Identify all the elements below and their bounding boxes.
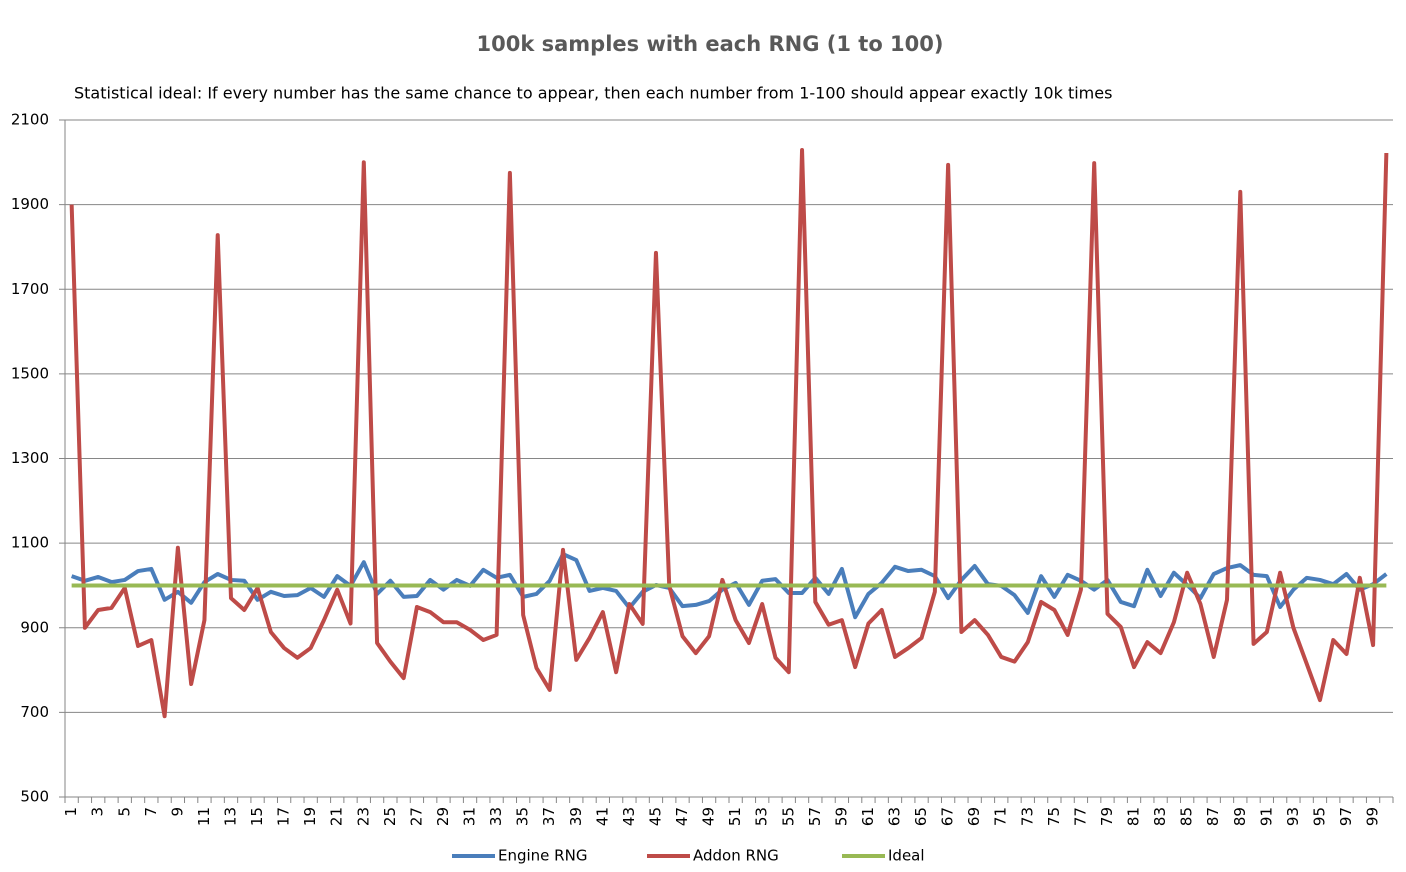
x-tick-label: 79 <box>1098 807 1116 826</box>
x-tick-label: 45 <box>646 807 664 826</box>
x-tick-label: 33 <box>487 807 505 826</box>
x-tick-label: 31 <box>461 807 479 826</box>
y-tick-label: 900 <box>20 618 49 636</box>
x-tick-label: 3 <box>89 807 107 817</box>
y-tick-label: 500 <box>20 788 49 806</box>
x-tick-label: 29 <box>434 807 452 826</box>
x-tick-label: 47 <box>673 807 691 826</box>
x-tick-label: 23 <box>354 807 372 826</box>
x-tick-label: 5 <box>115 807 133 817</box>
x-tick-label: 69 <box>965 807 983 826</box>
x-tick-label: 57 <box>806 807 824 826</box>
x-tick-label: 55 <box>779 807 797 826</box>
x-tick-label: 77 <box>1071 807 1089 826</box>
x-tick-label: 73 <box>1018 807 1036 826</box>
legend-label: Ideal <box>888 847 925 865</box>
x-tick-label: 75 <box>1045 807 1063 826</box>
x-tick-label: 7 <box>142 807 160 817</box>
x-tick-label: 35 <box>514 807 532 826</box>
y-tick-label: 1900 <box>11 195 49 213</box>
x-tick-label: 25 <box>381 807 399 826</box>
y-tick-label: 2100 <box>11 111 49 129</box>
x-tick-label: 43 <box>620 807 638 826</box>
y-tick-label: 1100 <box>11 534 49 552</box>
legend-label: Addon RNG <box>693 847 779 865</box>
x-tick-label: 49 <box>700 807 718 826</box>
x-tick-label: 51 <box>726 807 744 826</box>
x-tick-label: 53 <box>753 807 771 826</box>
chart-subtitle: Statistical ideal: If every number has t… <box>74 84 1112 103</box>
x-tick-label: 91 <box>1257 807 1275 826</box>
x-tick-label: 9 <box>168 807 186 817</box>
x-tick-label: 21 <box>328 807 346 826</box>
y-tick-label: 1500 <box>11 364 49 382</box>
x-tick-label: 89 <box>1231 807 1249 826</box>
x-tick-label: 1 <box>62 807 80 817</box>
series-line <box>69 148 1389 719</box>
x-tick-label: 37 <box>540 807 558 826</box>
x-tick-label: 17 <box>275 807 293 826</box>
x-tick-label: 41 <box>593 807 611 826</box>
x-tick-label: 93 <box>1284 807 1302 826</box>
x-tick-label: 87 <box>1204 807 1222 826</box>
x-tick-label: 81 <box>1125 807 1143 826</box>
x-tick-label: 83 <box>1151 807 1169 826</box>
x-tick-label: 15 <box>248 807 266 826</box>
x-tick-label: 95 <box>1310 807 1328 826</box>
x-tick-label: 67 <box>939 807 957 826</box>
legend-label: Engine RNG <box>498 847 587 865</box>
x-tick-label: 13 <box>222 807 240 826</box>
y-tick-label: 1300 <box>11 449 49 467</box>
x-tick-label: 63 <box>886 807 904 826</box>
x-tick-label: 71 <box>992 807 1010 826</box>
x-tick-label: 39 <box>567 807 585 826</box>
x-tick-label: 19 <box>301 807 319 826</box>
x-tick-label: 61 <box>859 807 877 826</box>
x-tick-label: 99 <box>1364 807 1382 826</box>
y-tick-label: 1700 <box>11 280 49 298</box>
x-tick-label: 97 <box>1337 807 1355 826</box>
x-tick-label: 11 <box>195 807 213 826</box>
x-tick-label: 85 <box>1178 807 1196 826</box>
x-tick-label: 27 <box>407 807 425 826</box>
x-tick-label: 59 <box>832 807 850 826</box>
chart-title: 100k samples with each RNG (1 to 100) <box>477 32 944 56</box>
x-tick-label: 65 <box>912 807 930 826</box>
y-tick-label: 700 <box>20 703 49 721</box>
